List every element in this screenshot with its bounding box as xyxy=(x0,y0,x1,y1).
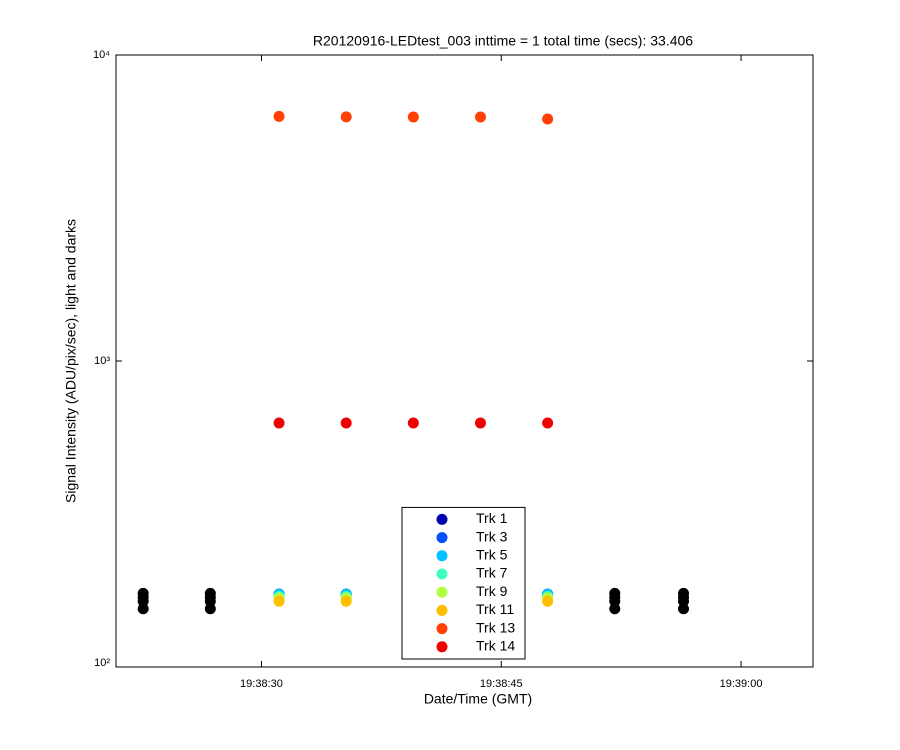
x-tick-label: 19:38:45 xyxy=(480,678,523,690)
legend-label: Trk 3 xyxy=(476,528,508,544)
chart-title: R20120916-LEDtest_003 inttime = 1 total … xyxy=(313,33,693,49)
point xyxy=(609,603,621,615)
x-tick-label: 19:38:30 xyxy=(240,678,283,690)
point xyxy=(542,595,554,607)
legend-label: Trk 14 xyxy=(476,638,515,654)
legend-marker xyxy=(436,513,448,525)
legend-label: Trk 7 xyxy=(476,565,508,581)
point xyxy=(474,417,486,429)
x-tick-label: 19:39:00 xyxy=(720,678,763,690)
y-axis-label: Signal Intensity (ADU/pix/sec), light an… xyxy=(63,219,79,503)
point xyxy=(407,111,419,123)
legend-marker xyxy=(436,568,448,580)
point xyxy=(137,603,149,615)
point xyxy=(542,417,554,429)
legend-marker xyxy=(436,641,448,653)
y-tick-label: 10² xyxy=(94,657,110,669)
point xyxy=(340,595,352,607)
legend-label: Trk 5 xyxy=(476,547,508,563)
legend-marker xyxy=(436,604,448,616)
point xyxy=(204,603,216,615)
legend-marker xyxy=(436,550,448,562)
legend-marker xyxy=(436,532,448,544)
point xyxy=(273,110,285,122)
y-tick-label: 10³ xyxy=(94,355,110,367)
legend-label: Trk 11 xyxy=(476,601,514,617)
legend: Trk 1 Trk 3 Trk 5 Trk 7 Trk 9 Trk 11 Trk 13 Trk… xyxy=(401,506,526,660)
point xyxy=(273,595,285,607)
legend-marker xyxy=(436,586,448,598)
point xyxy=(407,417,419,429)
legend-label: Trk 9 xyxy=(476,583,508,599)
legend-label: Trk 1 xyxy=(476,510,508,526)
point xyxy=(340,417,352,429)
legend-label: Trk 13 xyxy=(476,619,515,635)
point xyxy=(273,417,285,429)
x-axis-label: Date/Time (GMT) xyxy=(424,691,532,707)
point xyxy=(542,113,554,125)
y-tick-label: 10⁴ xyxy=(93,49,110,61)
legend-marker xyxy=(436,623,448,635)
point xyxy=(678,603,690,615)
point xyxy=(474,111,486,123)
point xyxy=(340,111,352,123)
legend-box xyxy=(401,506,526,660)
